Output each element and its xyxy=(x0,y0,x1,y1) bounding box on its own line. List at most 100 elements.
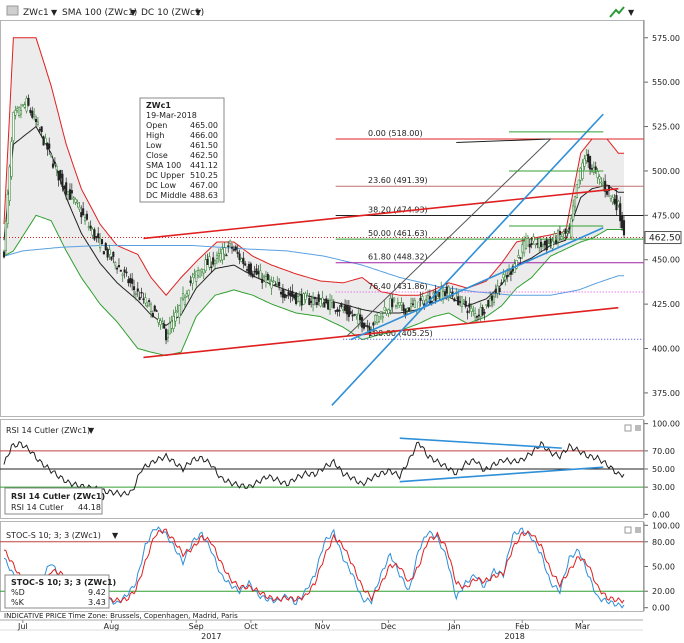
osc-trendline xyxy=(399,437,562,449)
candle-body xyxy=(553,233,556,243)
candle-body xyxy=(242,257,245,265)
candle-body xyxy=(44,137,47,144)
candle-body xyxy=(328,299,332,310)
trendline xyxy=(331,113,604,406)
candle-body xyxy=(472,309,475,312)
stoch-close-icon[interactable] xyxy=(635,527,641,533)
candle-body xyxy=(345,305,349,315)
dc-band-fill xyxy=(4,37,624,356)
candle-body xyxy=(129,278,132,284)
toolbar-sma[interactable]: SMA 100 (ZWc1) xyxy=(62,8,137,18)
candle-body xyxy=(289,292,292,297)
fib-label: 0.00 (518.00) xyxy=(368,129,423,138)
candle-body xyxy=(159,320,162,325)
candle-body xyxy=(385,310,388,314)
trendlines[interactable] xyxy=(143,113,619,406)
instrument-dropdown-icon[interactable]: ▼ xyxy=(51,8,58,17)
tooltip-row-value: 488.63 xyxy=(190,191,218,200)
candle-body xyxy=(21,104,24,106)
candle-body xyxy=(144,297,147,304)
tooltip-title: ZWc1 xyxy=(146,101,171,110)
candle-body xyxy=(2,251,6,258)
toolbar: ZWc1 ▼ SMA 100 (ZWc1) ▼ DC 10 (ZWc1) ▼ ▼ xyxy=(0,0,643,20)
candle-body xyxy=(34,118,38,123)
candle-body xyxy=(80,212,83,218)
rsi-dropdown-icon[interactable]: ▼ xyxy=(88,426,95,435)
candle-body xyxy=(532,236,535,242)
candle-body xyxy=(566,231,569,234)
trendline xyxy=(143,187,619,240)
candle-body xyxy=(538,238,541,248)
candle-body xyxy=(206,258,209,266)
candle-body xyxy=(615,195,618,211)
candle-body xyxy=(549,238,552,244)
candle-body xyxy=(210,266,213,269)
candle-body xyxy=(398,302,401,306)
rsi-close-icon[interactable] xyxy=(635,425,641,431)
candle-body xyxy=(417,301,420,309)
candle-body xyxy=(470,308,473,312)
candle-body xyxy=(83,217,87,222)
candle-body xyxy=(379,311,382,314)
stoch-panel[interactable]: STOC-S 10; 3; 3 (ZWc1) ▼ 0.00 20.00 50.00 8… xyxy=(0,521,680,620)
trend-tool-icon[interactable] xyxy=(609,6,625,18)
candle-body xyxy=(323,302,326,308)
candle-body xyxy=(163,324,166,329)
stoch-legend-title: STOC-S 10; 3; 3 (ZWc1) xyxy=(11,578,116,587)
candle-body xyxy=(534,243,537,246)
candle-body xyxy=(515,260,518,269)
fib-label: 50.00 (461.63) xyxy=(368,229,428,238)
candle-body xyxy=(492,296,496,303)
candle-body xyxy=(545,239,548,251)
price-panel[interactable]: 0.00 (518.00) 23.60 (491.39) 38.20 (474.93… xyxy=(0,20,682,417)
candle-body xyxy=(391,298,394,308)
month-label: Mar xyxy=(575,622,591,631)
rsi-title[interactable]: RSI 14 Cutler (ZWc1) xyxy=(6,426,90,435)
candle-body xyxy=(342,309,345,311)
candle-body xyxy=(460,296,463,308)
candle-body xyxy=(65,182,68,195)
stoch-title[interactable]: STOC-S 10; 3; 3 (ZWc1) xyxy=(6,531,101,540)
candle-body xyxy=(166,333,170,339)
sma-dropdown-icon[interactable]: ▼ xyxy=(130,8,137,17)
tooltip-row-label: Open xyxy=(146,121,167,130)
candle-body xyxy=(340,303,343,308)
toolbar-instrument[interactable]: ZWc1 xyxy=(23,8,49,18)
toolbar-dc[interactable]: DC 10 (ZWc1) xyxy=(141,8,204,18)
candle-body xyxy=(543,240,546,246)
dc-dropdown-icon[interactable]: ▼ xyxy=(195,8,202,17)
candle-body xyxy=(202,269,205,274)
candle-body xyxy=(541,244,545,247)
candle-body xyxy=(609,195,612,199)
candle-body xyxy=(540,241,543,247)
candle-body xyxy=(12,112,15,141)
stoch-dropdown-icon[interactable]: ▼ xyxy=(112,531,119,540)
candle-body xyxy=(42,136,45,146)
candle-body xyxy=(10,141,13,177)
candle-body xyxy=(165,329,168,341)
candle-body xyxy=(114,262,117,266)
candle-body xyxy=(394,305,398,307)
candle-body xyxy=(621,215,624,229)
candle-body xyxy=(524,238,528,249)
candle-body xyxy=(587,153,590,163)
candle-body xyxy=(372,322,375,326)
rsi-panel[interactable]: RSI 14 Cutler (ZWc1) ▼ 0.00 30.00 50.00 70.… xyxy=(0,419,680,520)
candle-body xyxy=(261,278,264,283)
price-tick-label: 475.00 xyxy=(652,211,680,220)
osc-tick-label: 30.00 xyxy=(652,483,675,492)
instrument-icon[interactable] xyxy=(6,5,19,16)
candle-body xyxy=(506,274,509,278)
candle-body xyxy=(70,190,73,194)
candle-body xyxy=(253,270,256,273)
candle-body xyxy=(229,240,232,244)
tooltip-row-label: Close xyxy=(146,151,168,160)
toolbar-menu-icon[interactable]: ▼ xyxy=(628,8,635,17)
candle-body xyxy=(364,325,367,327)
rsi-maximize-icon[interactable] xyxy=(624,424,632,432)
stoch-maximize-icon[interactable] xyxy=(624,526,632,534)
rsi-legend-title: RSI 14 Cutler (ZWc1) xyxy=(11,492,105,501)
osc-tick-label: 50.00 xyxy=(652,563,675,572)
candle-body xyxy=(349,311,352,314)
price-tick-label: 550.00 xyxy=(652,78,680,87)
